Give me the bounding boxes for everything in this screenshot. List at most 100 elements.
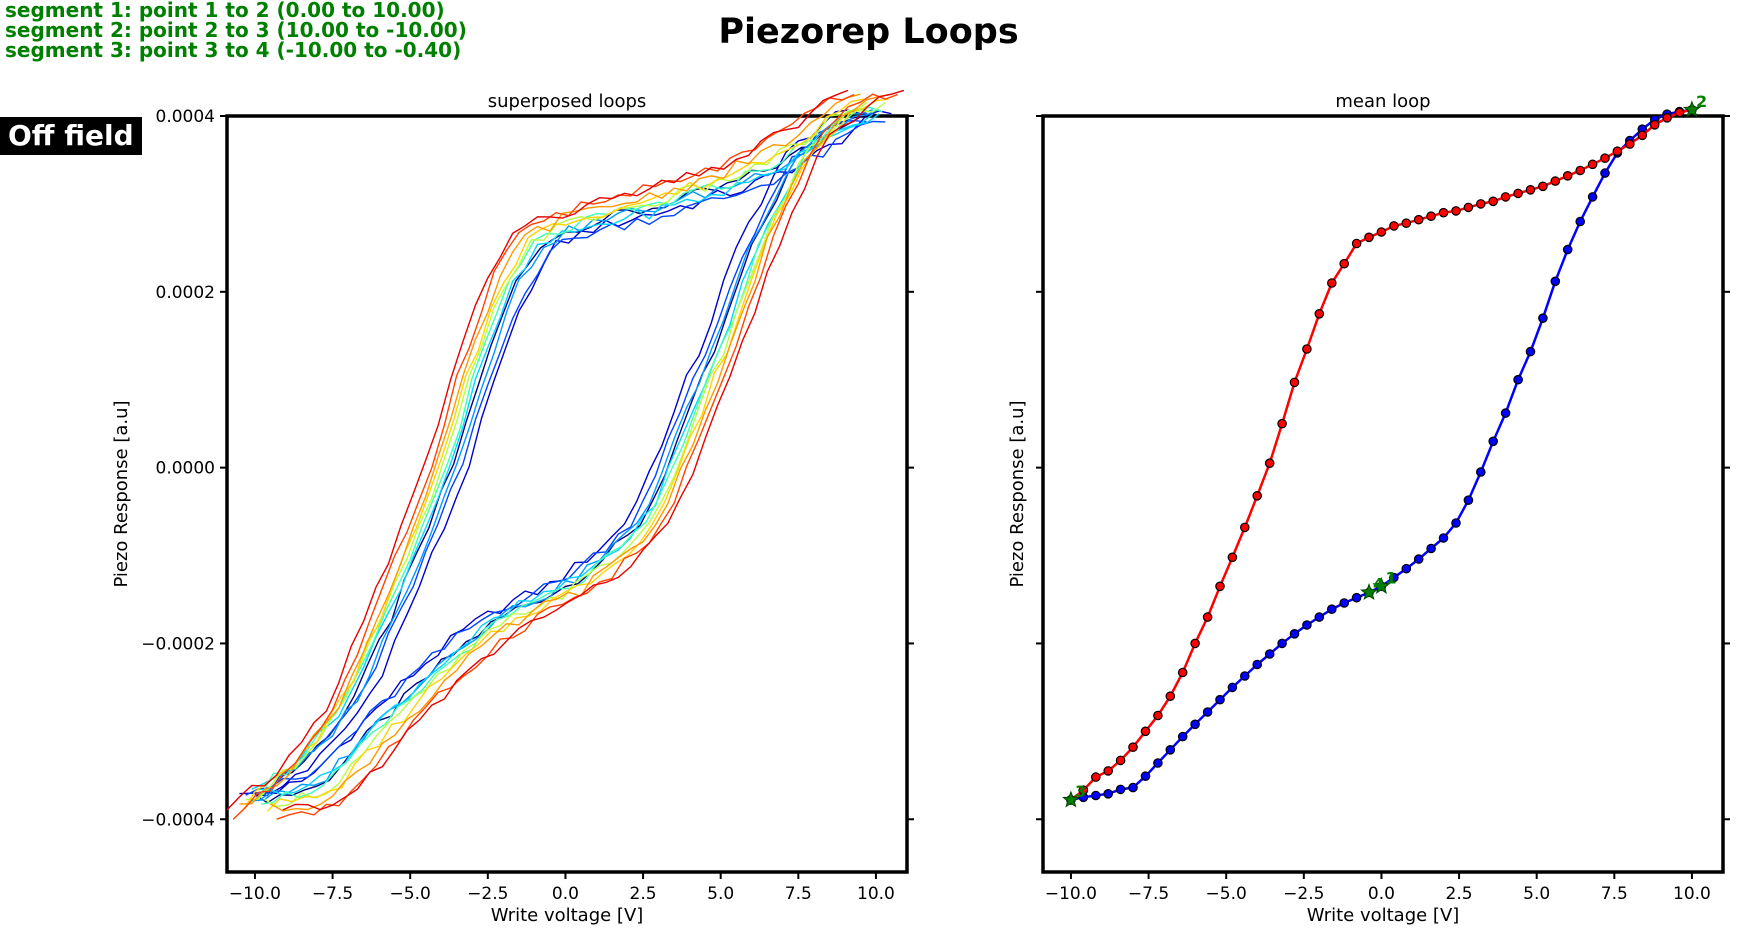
segment-note-1: segment 1: point 1 to 2 (0.00 to 10.00) (5, 0, 445, 22)
mean-loop-lower-point (1463, 495, 1474, 505)
mean-loop-lower-point (1413, 554, 1424, 564)
panel-1-xtick-label: 10.0 (857, 884, 895, 904)
mean-loop-lower-point (1562, 244, 1573, 255)
mean-loop-upper-point (1476, 199, 1486, 209)
mean-loop-upper-point (1302, 344, 1312, 354)
field-badge: Off field (0, 117, 142, 155)
superposed-loop-lower (239, 109, 861, 795)
mean-loop-lower-point (1538, 313, 1548, 323)
mean-loop-upper-point (1463, 202, 1474, 213)
mean-loop-upper-point (1215, 581, 1225, 592)
mean-loop-lower-point (1165, 744, 1176, 755)
superposed-loop-lower (270, 93, 892, 812)
panel-2-xtick-label: 7.5 (1601, 884, 1628, 904)
mean-loop-lower-point (1451, 518, 1461, 528)
panel-1-ytick-label: 0.0004 (156, 107, 215, 127)
superposed-loop-upper (226, 89, 849, 811)
panel-1-xtick-label: 7.5 (785, 884, 812, 904)
mean-loop-lower-point (1140, 771, 1151, 781)
mean-loop-lower-point (1240, 671, 1250, 681)
mean-loop-upper-point (1091, 772, 1101, 782)
mean-loop-lower-point (1190, 719, 1200, 730)
mean-loop-lower-point (1252, 659, 1262, 670)
segment-note-2: segment 2: point 2 to 3 (10.00 to -10.00… (5, 18, 467, 42)
mean-loop-upper-point (1314, 308, 1325, 319)
mean-loop-upper-point (1128, 742, 1138, 752)
superposed-loop-upper (263, 120, 886, 796)
superposed-loop-lower (245, 119, 867, 796)
panel-1-xtick-label: 0.0 (552, 884, 579, 904)
mean-loop-lower-point (1103, 788, 1113, 799)
mean-loop-lower-point (1314, 612, 1325, 622)
panel-1-ylabel: Piezo Response [a.u] (111, 400, 132, 587)
mean-loop-upper-point (1202, 612, 1213, 622)
panel-1-ytick-label: −0.0004 (141, 810, 215, 830)
segment-point-label: 4 (1373, 574, 1384, 593)
mean-loop-upper-point (1600, 153, 1610, 163)
mean-loop-upper-point (1662, 113, 1672, 123)
superposed-loop-upper (257, 108, 880, 802)
mean-loop-lower-point (1587, 192, 1598, 202)
mean-loop-upper-point (1153, 710, 1163, 721)
mean-loop-upper-point (1165, 691, 1176, 701)
segment-point-marker (1360, 583, 1378, 601)
mean-loop-upper-point (1078, 785, 1089, 795)
mean-loop-lower-point (1389, 572, 1399, 583)
panel-1-ytick-label: −0.0002 (141, 634, 215, 654)
segment-point-label: 3 (1075, 782, 1086, 801)
mean-loop-upper-point (1115, 755, 1126, 766)
mean-loop-lower-point (1227, 682, 1238, 693)
mean-loop-upper-point (1264, 458, 1275, 468)
panel-2-xtick-label: 5.0 (1523, 884, 1550, 904)
superposed-loop-upper (232, 93, 855, 820)
panel-1-ytick-label: 0.0002 (156, 283, 215, 303)
mean-loop-lower-point (1153, 758, 1163, 768)
panel-2-xlabel: Write voltage [V] (1307, 905, 1460, 926)
mean-loop-upper-point (1140, 726, 1151, 737)
mean-loop-upper-point (1240, 522, 1250, 533)
mean-loop-upper-point (1177, 667, 1188, 678)
mean-loop-lower-point (1091, 790, 1101, 801)
mean-loop-upper-point (1190, 638, 1200, 649)
mean-loop-upper-point (1612, 146, 1623, 156)
superposed-loop-upper (270, 110, 892, 795)
segment-point-label: 1 (1385, 568, 1396, 587)
superposed-loop-lower (276, 93, 898, 820)
mean-loop-lower-point (1488, 436, 1498, 447)
mean-loop-upper-point (1562, 171, 1573, 181)
mean-loop-upper-point (1525, 185, 1536, 195)
panel-1-xtick-label: 5.0 (707, 884, 734, 904)
mean-loop-lower-point (1115, 784, 1126, 795)
mean-loop-upper-point (1277, 418, 1287, 429)
segment-point-marker (1061, 790, 1080, 808)
mean-loop-lower-point (1513, 374, 1523, 385)
mean-loop-upper-point (1103, 766, 1113, 776)
mean-loop-lower-point (1339, 598, 1349, 608)
panel-2-xtick-label: 0.0 (1368, 884, 1395, 904)
superposed-loop-lower (282, 89, 905, 811)
mean-loop-upper-point (1550, 176, 1561, 186)
mean-loop-upper-point (1513, 188, 1523, 199)
mean-loop-upper-point (1413, 214, 1424, 225)
mean-loop-lower-point (1476, 467, 1486, 477)
mean-loop-upper-point (1364, 232, 1374, 243)
mean-loop-lower-point (1264, 649, 1275, 659)
panel-1-xtick-label: −7.5 (312, 884, 353, 904)
superposed-loop-lower (263, 101, 886, 808)
panel-2-frame (1041, 114, 1725, 874)
panel-1-ytick-label: 0.0000 (156, 459, 215, 479)
panel-1-xtick-label: −5.0 (390, 884, 431, 904)
mean-loop-upper-point (1538, 181, 1548, 192)
panel-2-xtick-label: −7.5 (1128, 884, 1169, 904)
mean-loop-upper-point (1289, 377, 1300, 388)
segment-notes: segment 1: point 1 to 2 (0.00 to 10.00) … (5, 0, 467, 60)
mean-loop-upper-point (1637, 130, 1648, 141)
mean-loop-upper-point (1389, 221, 1399, 231)
mean-loop-upper-point (1351, 238, 1362, 249)
mean-loop-lower-point (1327, 604, 1337, 614)
mean-loop-lower-point (1500, 408, 1511, 418)
panel-1-xlabel: Write voltage [V] (491, 905, 644, 926)
mean-loop-upper-point (1625, 139, 1635, 149)
mean-loop-lower-point (1215, 694, 1225, 705)
panel-1-frame (225, 114, 909, 874)
